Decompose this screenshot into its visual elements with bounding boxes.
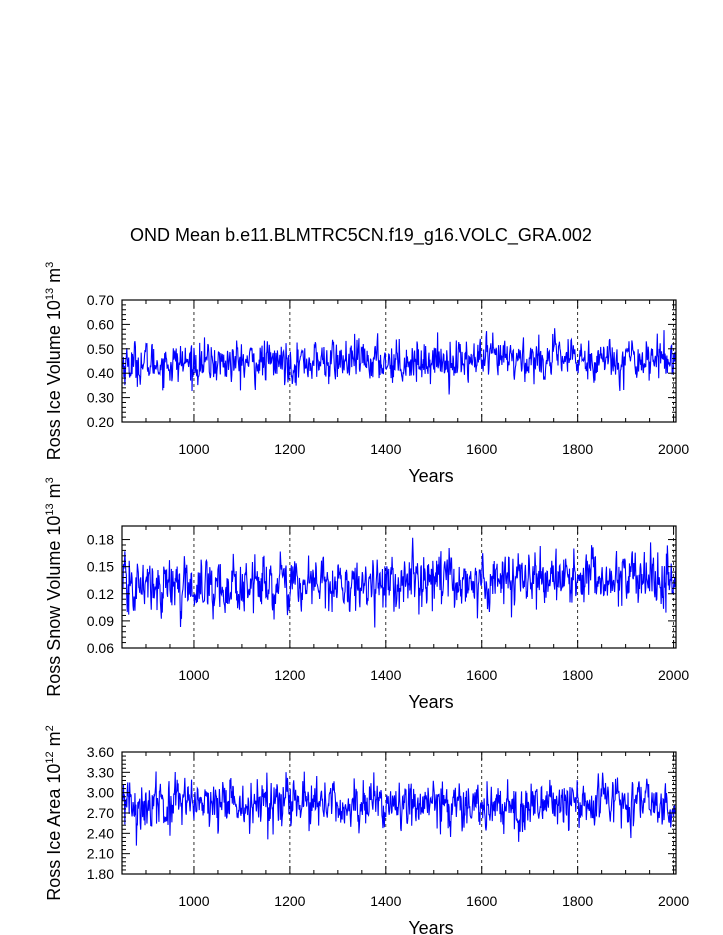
- x-tick-label: 1200: [274, 441, 305, 457]
- x-tick-label: 1600: [466, 441, 497, 457]
- y-axis-label: Ross Snow Volume 1013 m3: [44, 477, 64, 696]
- x-axis-label: Years: [408, 692, 453, 712]
- plot-frame: [121, 299, 677, 423]
- panel-3: 1000 1200 1400 1600 1800 2000 1.80 2.10 2.40 2.70…: [44, 725, 689, 935]
- panel-2: 1000 1200 1400 1600 1800 2000 0.06 0.09 0.12 0.15…: [44, 477, 689, 712]
- x-tick-label: 1200: [274, 667, 305, 683]
- y-tick-label: 0.12: [87, 586, 114, 602]
- y-tick-label: 0.70: [87, 292, 114, 308]
- data-series-line: [121, 537, 677, 628]
- y-axis-label: Ross Ice Volume 1013 m3: [44, 262, 64, 460]
- y-tick-label: 1.80: [87, 866, 114, 882]
- y-tick-label: 3.30: [87, 764, 114, 780]
- data-series-line: [121, 328, 677, 395]
- y-tick-label: 0.60: [87, 316, 114, 332]
- x-axis-label: Years: [408, 918, 453, 935]
- x-tick-label: 2000: [658, 667, 689, 683]
- y-tick-label: 0.30: [87, 390, 114, 406]
- y-tick-label: 0.40: [87, 365, 114, 381]
- panel-1: 1000 1200 1400 1600 1800 2000 0.20 0.30 0.40 0.50…: [44, 262, 689, 486]
- y-tick-label: 2.70: [87, 805, 114, 821]
- y-tick-label: 0.06: [87, 640, 114, 656]
- y-tick-label: 0.50: [87, 341, 114, 357]
- y-tick-label: 0.15: [87, 559, 114, 575]
- y-tick-label: 0.09: [87, 613, 114, 629]
- x-tick-label: 1200: [274, 893, 305, 909]
- x-tick-label: 1400: [370, 441, 401, 457]
- x-axis-label: Years: [408, 466, 453, 486]
- x-tick-label: 1400: [370, 893, 401, 909]
- y-axis-label: Ross Ice Area 1012 m2: [44, 725, 64, 900]
- y-tick-label: 3.60: [87, 744, 114, 760]
- x-tick-label: 1800: [562, 667, 593, 683]
- plot-frame: [121, 525, 677, 649]
- x-tick-label: 1400: [370, 667, 401, 683]
- x-tick-label: 1800: [562, 441, 593, 457]
- x-tick-label: 1600: [466, 893, 497, 909]
- y-tick-label: 2.40: [87, 825, 114, 841]
- y-tick-label: 0.20: [87, 414, 114, 430]
- x-tick-label: 1000: [178, 441, 209, 457]
- data-series-line: [121, 771, 677, 846]
- x-tick-label: 1600: [466, 667, 497, 683]
- chart-title: OND Mean b.e11.BLMTRC5CN.f19_g16.VOLC_GR…: [130, 225, 592, 246]
- x-tick-label: 1000: [178, 667, 209, 683]
- y-tick-label: 3.00: [87, 785, 114, 801]
- x-tick-label: 2000: [658, 893, 689, 909]
- y-tick-label: 2.10: [87, 846, 114, 862]
- y-tick-label: 0.18: [87, 532, 114, 548]
- x-tick-label: 1800: [562, 893, 593, 909]
- x-tick-label: 1000: [178, 893, 209, 909]
- x-tick-label: 2000: [658, 441, 689, 457]
